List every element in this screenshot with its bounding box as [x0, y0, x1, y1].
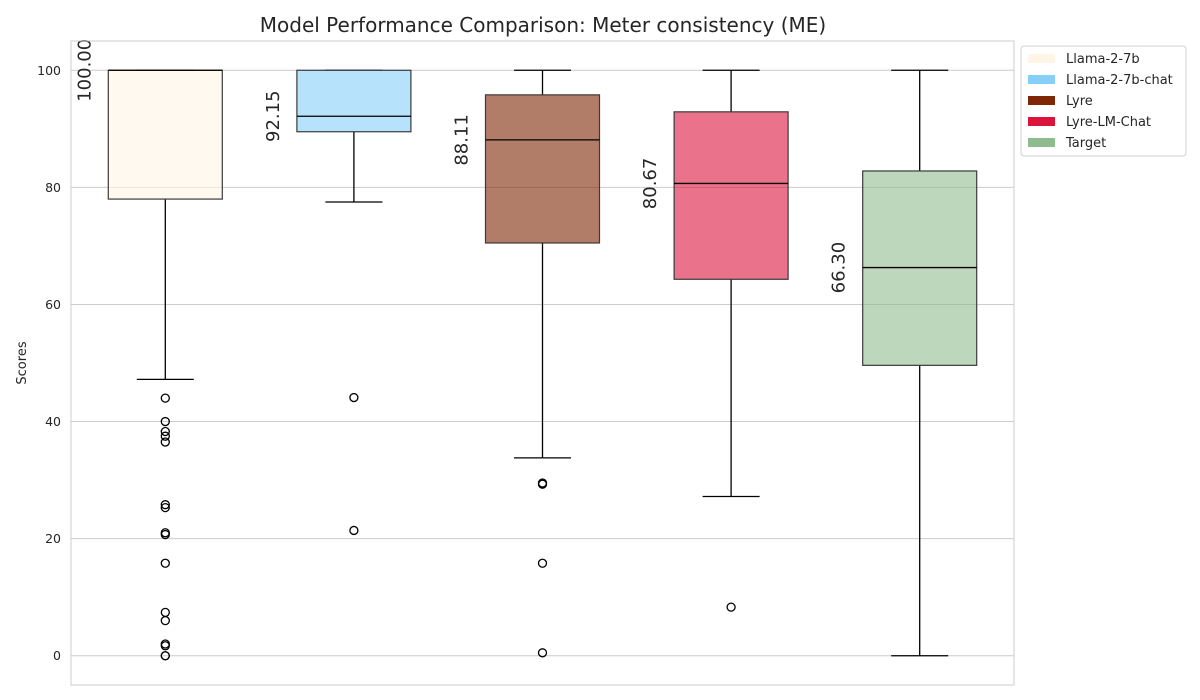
legend: Llama-2-7b Llama-2-7b-chat Lyre Lyre-LM-Cha… [1020, 45, 1187, 157]
legend-frame [1020, 45, 1187, 157]
y-tick-label: 100 [37, 63, 61, 78]
y-tick-label: 0 [53, 648, 61, 663]
median-value-label: 88.11 [452, 114, 473, 166]
box-group: 66.30 [829, 69, 978, 657]
outlier-point [160, 615, 170, 626]
outlier-point [160, 500, 170, 510]
legend-label: Target [1065, 136, 1106, 151]
outlier-point [160, 607, 170, 618]
box-group: 80.67 [640, 69, 789, 612]
y-tick-label: 40 [45, 414, 61, 429]
legend-swatch [1028, 54, 1055, 63]
legend-swatch [1028, 75, 1055, 84]
box-iqr [107, 69, 223, 200]
outlier-point [726, 602, 736, 612]
y-axis-label: Scores [15, 341, 30, 384]
legend-label: Lyre [1066, 94, 1093, 109]
legend-swatch [1028, 96, 1055, 105]
outlier-point [537, 648, 548, 658]
outlier-point [160, 426, 170, 437]
outlier-point [160, 641, 170, 651]
y-tick-label: 80 [45, 180, 61, 195]
chart-title: Model Performance Comparison: Meter cons… [260, 13, 826, 37]
y-tick-label: 60 [45, 297, 61, 312]
outlier-point [160, 529, 170, 540]
y-axis-ticks: 0 20 40 60 80 100 [37, 63, 61, 663]
legend-label: Llama-2-7b-chat [1066, 73, 1173, 88]
median-value-label: 80.67 [640, 158, 661, 210]
boxplots: 100.00 92.15 88.11 80.67 66.30 [74, 39, 978, 661]
box-iqr [673, 111, 789, 280]
box-iqr [296, 69, 412, 133]
outlier-point [160, 651, 170, 661]
outlier-point [537, 479, 548, 489]
box-group: 100.00 [74, 39, 223, 661]
outlier-point [160, 393, 170, 403]
legend-swatch [1028, 138, 1055, 147]
outlier-point [349, 392, 359, 403]
legend-label: Lyre-LM-Chat [1066, 115, 1151, 130]
legend-label: Llama-2-7b [1066, 52, 1140, 67]
outlier-point [537, 558, 548, 568]
outlier-point [160, 431, 170, 441]
outlier-point [160, 437, 170, 447]
box-iqr [484, 94, 601, 244]
outlier-point [160, 558, 170, 568]
y-tick-label: 20 [45, 531, 61, 546]
median-value-label: 100.00 [74, 39, 95, 102]
legend-swatch [1028, 117, 1055, 126]
outlier-point [160, 502, 170, 513]
median-value-label: 92.15 [263, 90, 284, 142]
box-group: 88.11 [452, 69, 601, 658]
outlier-point [160, 416, 170, 427]
plot-frame [70, 40, 1015, 686]
outlier-point [349, 525, 359, 536]
median-value-label: 66.30 [829, 242, 850, 294]
box-group: 92.15 [263, 69, 412, 536]
